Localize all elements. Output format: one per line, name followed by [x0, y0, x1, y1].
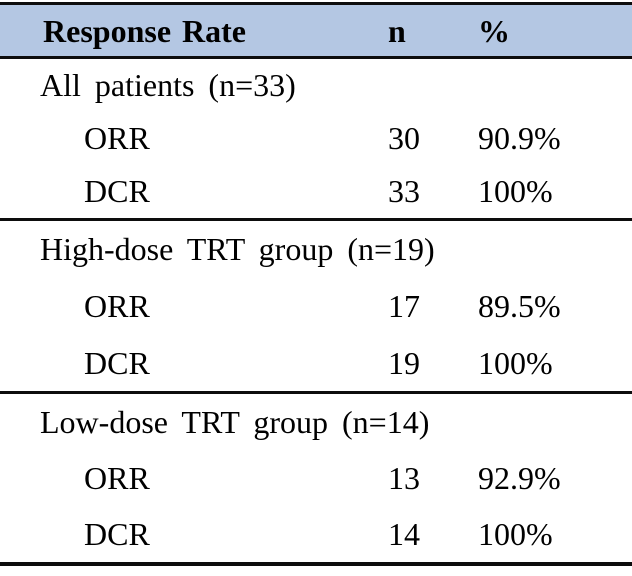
data-row-high-orr: ORR 17 89.5% — [0, 278, 632, 335]
n-value: 14 — [388, 506, 478, 566]
section-title: All patients (n=33) — [40, 67, 296, 104]
percent-value: 92.9% — [478, 460, 561, 496]
row-label: ORR — [84, 288, 150, 324]
data-row-all-orr: ORR 30 90.9% — [0, 112, 632, 164]
data-row-low-orr: ORR 13 92.9% — [0, 450, 632, 507]
section-title-row-low-dose: Low-dose TRT group (n=14) — [0, 393, 632, 450]
percent-value: 100% — [478, 334, 632, 394]
row-label: ORR — [84, 119, 150, 156]
section-title-row-high-dose: High-dose TRT group (n=19) — [0, 220, 632, 278]
section-title-row-all-patients: All patients (n=33) — [0, 58, 632, 112]
n-value: 13 — [388, 460, 420, 496]
n-value: 17 — [388, 288, 420, 324]
row-label: DCR — [0, 163, 388, 221]
row-label: DCR — [0, 334, 388, 394]
response-rate-table: Response Rate n % All patients (n=33) OR… — [0, 2, 632, 566]
row-label: ORR — [84, 460, 150, 496]
n-value: 33 — [388, 163, 478, 221]
n-value: 30 — [388, 119, 420, 156]
n-value: 19 — [388, 334, 478, 394]
table-header-row: Response Rate n % — [0, 2, 632, 59]
percent-value: 89.5% — [478, 288, 561, 324]
data-row-high-dcr: DCR 19 100% — [0, 334, 632, 394]
section-title: Low-dose TRT group (n=14) — [40, 403, 430, 440]
percent-value: 100% — [478, 506, 632, 566]
data-row-all-dcr: DCR 33 100% — [0, 163, 632, 221]
percent-value: 90.9% — [478, 119, 561, 156]
percent-value: 100% — [478, 163, 632, 221]
section-title: High-dose TRT group (n=19) — [40, 231, 435, 268]
row-label: DCR — [0, 506, 388, 566]
column-header-percent: % — [478, 2, 632, 59]
column-header-response-rate: Response Rate — [0, 2, 388, 59]
data-row-low-dcr: DCR 14 100% — [0, 506, 632, 566]
column-header-n: n — [388, 2, 478, 59]
